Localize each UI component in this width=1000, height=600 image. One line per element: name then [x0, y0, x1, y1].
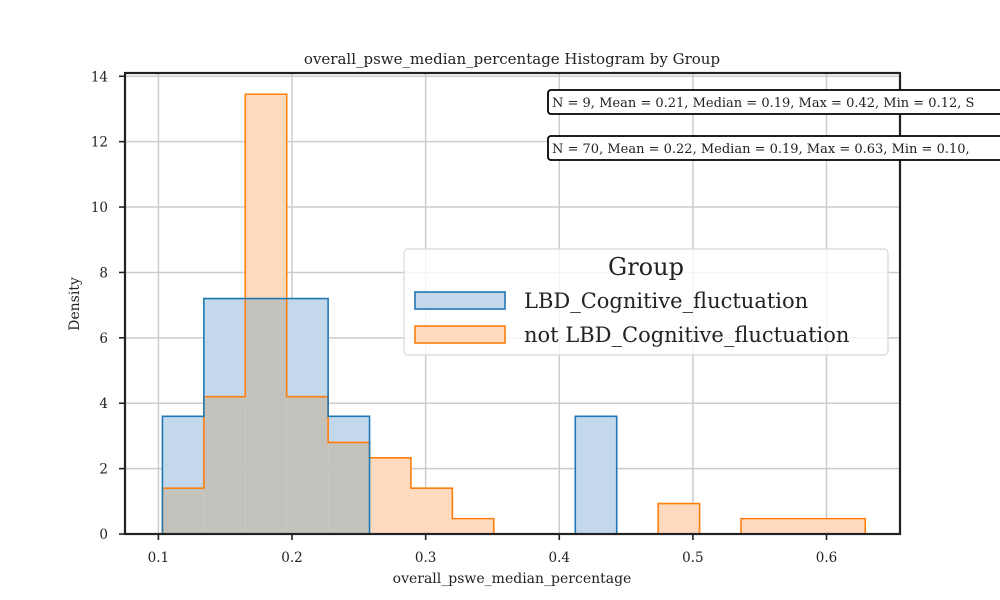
stats-box-not-lbd: N = 70, Mean = 0.22, Median = 0.19, Max …: [547, 135, 1000, 161]
y-tick-label: 6: [99, 331, 108, 347]
y-tick-label: 10: [91, 200, 108, 216]
bar-lbd: [328, 416, 370, 443]
stats-box-lbd: N = 9, Mean = 0.21, Median = 0.19, Max =…: [547, 89, 1000, 115]
axes: [123, 71, 902, 536]
bar-overlap: [286, 396, 329, 534]
bar-overlap: [328, 442, 370, 534]
legend-title: Group: [608, 253, 684, 281]
y-axis-ticks: 0 2 4 6 8 10 12 14: [91, 69, 125, 543]
legend: Group LBD_Cognitive_fluctuation not LBD_…: [403, 248, 889, 356]
y-tick-label: 12: [91, 135, 108, 151]
chart-title: overall_pswe_median_percentage Histogram…: [304, 50, 720, 68]
plot-frame: [123, 71, 902, 536]
legend-label-lbd: LBD_Cognitive_fluctuation: [524, 289, 808, 313]
histogram-bars: [161, 93, 867, 534]
x-tick-label: 0.4: [549, 550, 570, 566]
bar-overlap: [245, 298, 287, 534]
x-tick-label: 0.5: [682, 550, 703, 566]
x-tick-label: 0.2: [281, 550, 302, 566]
legend-swatch-lbd: [414, 291, 506, 310]
bar-not-lbd: [782, 518, 824, 534]
bar-lbd: [162, 416, 204, 489]
stats-text-not-lbd: N = 70, Mean = 0.22, Median = 0.19, Max …: [552, 142, 970, 157]
bar-not-lbd: [452, 518, 494, 534]
bar-not-lbd: [740, 518, 783, 534]
bar-not-lbd: [410, 488, 453, 534]
y-tick-label: 14: [91, 69, 108, 85]
outline-lbd: [161, 297, 618, 534]
legend-frame: [403, 248, 889, 356]
stats-text-lbd: N = 9, Mean = 0.21, Median = 0.19, Max =…: [552, 96, 974, 111]
bar-lbd: [575, 416, 617, 534]
bar-lbd: [286, 298, 329, 397]
legend-label-not-lbd: not LBD_Cognitive_fluctuation: [524, 323, 849, 347]
x-tick-label: 0.3: [415, 550, 436, 566]
bar-not-lbd: [658, 503, 700, 534]
x-tick-label: 0.1: [148, 550, 169, 566]
bar-not-lbd: [823, 518, 866, 534]
y-tick-label: 2: [99, 462, 108, 478]
y-axis-label: Density: [67, 277, 83, 331]
x-axis-label: overall_pswe_median_percentage: [393, 571, 632, 587]
bar-overlap: [203, 396, 246, 534]
y-tick-label: 4: [99, 396, 108, 412]
bar-overlap: [162, 488, 204, 534]
bar-not-lbd: [369, 457, 411, 534]
x-tick-label: 0.6: [816, 550, 837, 566]
x-axis-ticks: 0.1 0.2 0.3 0.4 0.5 0.6: [148, 534, 837, 566]
y-tick-label: 0: [99, 527, 108, 543]
bar-not-lbd: [245, 94, 287, 299]
bar-lbd: [203, 298, 246, 397]
y-tick-label: 8: [99, 265, 108, 281]
legend-swatch-not-lbd: [414, 325, 506, 344]
